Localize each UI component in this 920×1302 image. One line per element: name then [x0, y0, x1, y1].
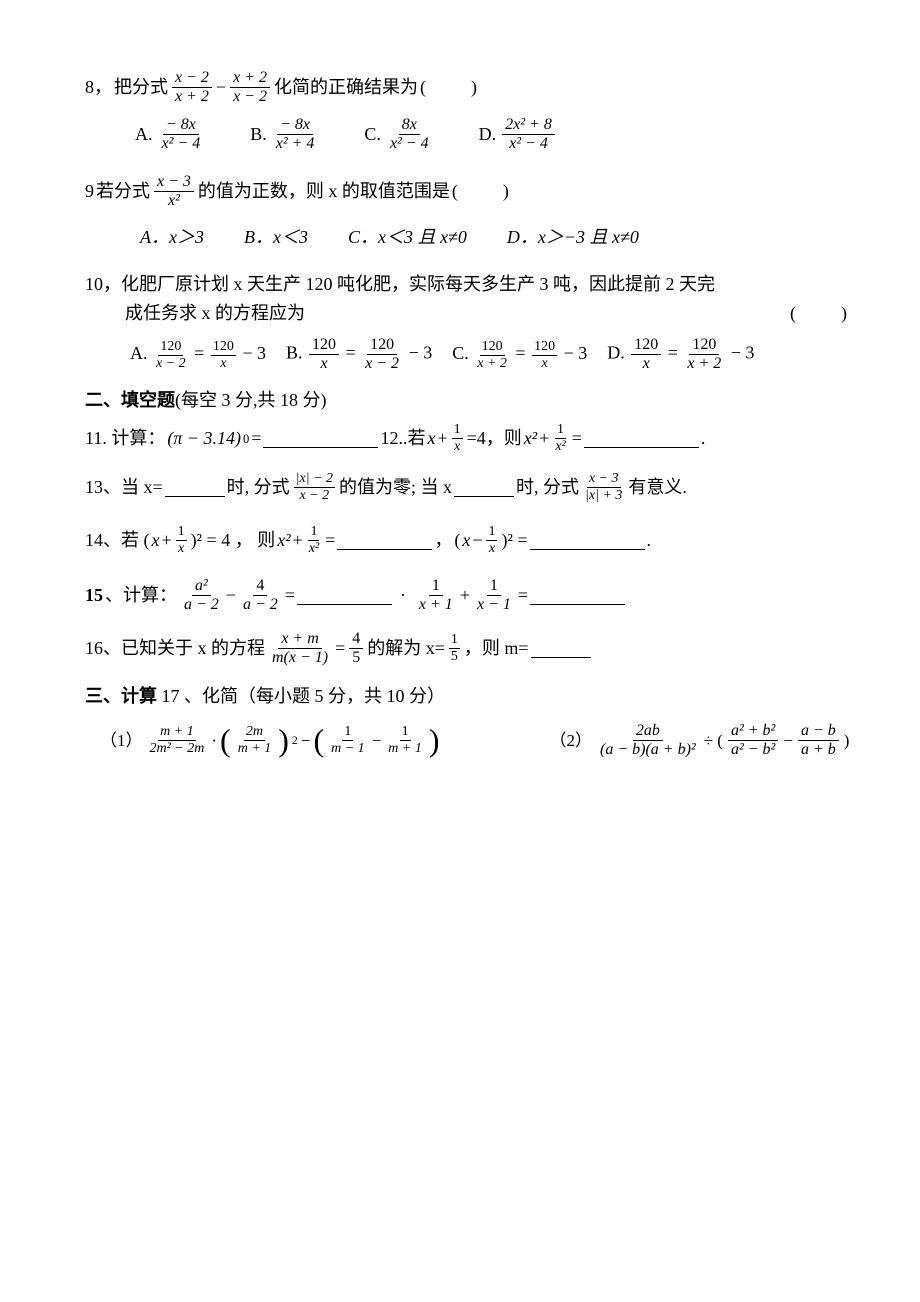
q8-stem-post: 化简的正确结果为 — [274, 73, 418, 102]
question-17: （1） m + 12m² − 2m · ( 2mm + 1 )2 − ( 1m … — [85, 723, 850, 758]
q8-number: 8， — [85, 73, 112, 102]
question-9: 9 若分式 x − 3 x² 的值为正数，则 x 的取值范围是 ( ) A．x＞… — [85, 174, 850, 252]
q10-option-a: A. 120x − 2 = 120x − 3 — [130, 339, 266, 370]
q10-line2: 成任务求 x 的方程应为 ( ) — [85, 299, 850, 328]
section-3-header: 三、计算 17 、化简（每小题 5 分，共 10 分） — [85, 682, 850, 711]
question-13: 13、当 x= 时, 分式 |x| − 2x − 2 的值为零; 当 x 时, … — [85, 472, 850, 503]
answer-paren: ( ) — [790, 299, 850, 328]
question-16: 16、已知关于 x 的方程 x + mm(x − 1) = 45 的解为 x= … — [85, 631, 850, 666]
q9-option-a: A．x＞3 — [140, 223, 204, 252]
blank — [337, 531, 432, 550]
blank — [584, 429, 699, 448]
question-8: 8， 把分式 x − 2 x + 2 − x + 2 x − 2 化简的正确结果… — [85, 70, 850, 152]
q8-stem-pre: 把分式 — [114, 73, 168, 102]
blank — [263, 429, 378, 448]
q8-option-b: B. − 8xx² + 4 — [250, 117, 319, 152]
q8-frac2: x + 2 x − 2 — [230, 70, 270, 105]
q10-option-b: B. 120x = 120x − 2 − 3 — [286, 337, 432, 372]
q9-stem: 9 若分式 x − 3 x² 的值为正数，则 x 的取值范围是 ( ) — [85, 174, 850, 209]
section-2-header: 二、填空题(每空 3 分,共 18 分) — [85, 386, 850, 415]
q8-option-c: C. 8xx² − 4 — [364, 117, 433, 152]
q17-part1: （1） m + 12m² − 2m · ( 2mm + 1 )2 − ( 1m … — [100, 723, 440, 758]
blank — [165, 478, 225, 497]
q9-frac: x − 3 x² — [154, 174, 194, 209]
q10-option-d: D. 120x = 120x + 2 − 3 — [607, 337, 754, 372]
question-14: 14、若 ( x + 1x )² = 4 ， 则 x² + 1x² = ， ( … — [85, 525, 850, 556]
question-10: 10，化肥厂原计划 x 天生产 120 吨化肥，实际每天多生产 3 吨，因此提前… — [85, 270, 850, 373]
q9-option-c: C．x＜3 且 x≠0 — [348, 223, 467, 252]
q9-number: 9 — [85, 177, 94, 206]
blank — [297, 586, 392, 605]
blank — [531, 639, 591, 658]
blank — [530, 531, 645, 550]
q8-frac1: x − 2 x + 2 — [172, 70, 212, 105]
q17-part2: （2） 2ab(a − b)(a + b)² ÷ ( a² + b²a² − b… — [550, 723, 850, 758]
q10-line1: 10，化肥厂原计划 x 天生产 120 吨化肥，实际每天多生产 3 吨，因此提前… — [85, 270, 850, 299]
q10-options: A. 120x − 2 = 120x − 3 B. 120x = 120x − … — [85, 337, 850, 372]
q9-option-b: B．x＜3 — [244, 223, 308, 252]
blank — [454, 478, 514, 497]
q10-option-c: C. 120x + 2 = 120x − 3 — [452, 339, 587, 370]
q8-options: A. − 8xx² − 4 B. − 8xx² + 4 C. 8xx² − 4 … — [85, 117, 850, 152]
question-15: 15 、计算： a²a − 2 − 4a − 2 = · 1x + 1 + 1x… — [85, 578, 850, 613]
q8-option-a: A. − 8xx² − 4 — [135, 117, 205, 152]
q9-options: A．x＞3 B．x＜3 C．x＜3 且 x≠0 D．x＞−3 且 x≠0 — [85, 223, 850, 252]
answer-paren: ( ) — [452, 177, 512, 206]
q8-option-d: D. 2x² + 8x² − 4 — [479, 117, 557, 152]
q9-option-d: D．x＞−3 且 x≠0 — [507, 223, 639, 252]
question-11-12: 11. 计算： (π − 3.14)0 = 12..若 x + 1x =4，则 … — [85, 423, 850, 454]
blank — [530, 586, 625, 605]
minus-sign: − — [216, 73, 226, 102]
answer-paren: ( ) — [420, 73, 480, 102]
q8-stem: 8， 把分式 x − 2 x + 2 − x + 2 x − 2 化简的正确结果… — [85, 70, 850, 105]
